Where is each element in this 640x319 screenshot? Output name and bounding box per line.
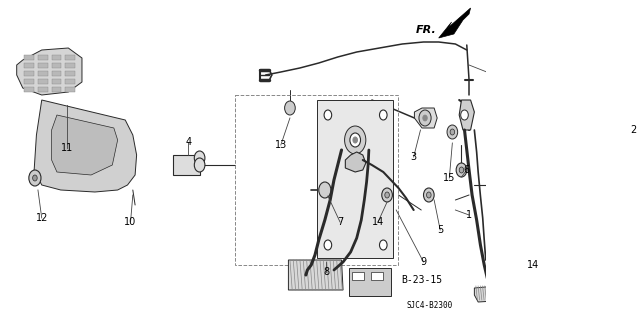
Circle shape	[29, 170, 41, 186]
Polygon shape	[474, 285, 510, 302]
Text: 14: 14	[372, 217, 384, 227]
Bar	[24, 55, 34, 60]
Text: 13: 13	[275, 140, 287, 150]
Circle shape	[426, 192, 431, 198]
Text: B-23-15: B-23-15	[401, 275, 442, 285]
Text: 3: 3	[411, 152, 417, 162]
Bar	[52, 55, 61, 60]
Bar	[173, 155, 200, 175]
Polygon shape	[415, 108, 437, 128]
Text: 9: 9	[420, 257, 427, 267]
Bar	[52, 87, 61, 92]
Bar	[65, 87, 75, 92]
Circle shape	[541, 182, 546, 188]
Text: 5: 5	[437, 225, 444, 235]
Bar	[52, 71, 61, 76]
Bar	[24, 87, 34, 92]
Bar	[52, 79, 61, 84]
Text: 4: 4	[185, 137, 191, 147]
Polygon shape	[438, 8, 470, 38]
Bar	[38, 79, 48, 84]
Text: 11: 11	[61, 143, 73, 153]
Bar	[38, 71, 48, 76]
Circle shape	[538, 177, 550, 193]
Text: 2: 2	[630, 125, 637, 135]
Circle shape	[423, 115, 428, 121]
Bar	[236, 95, 399, 265]
Circle shape	[33, 175, 37, 181]
Polygon shape	[52, 115, 118, 175]
Text: 8: 8	[323, 267, 330, 277]
Circle shape	[450, 129, 454, 135]
Bar	[65, 55, 75, 60]
Text: SJC4-B2300: SJC4-B2300	[406, 300, 452, 309]
Circle shape	[195, 158, 205, 172]
Bar	[65, 63, 75, 68]
Text: 10: 10	[124, 217, 137, 227]
Polygon shape	[459, 100, 474, 130]
Circle shape	[285, 101, 295, 115]
Circle shape	[350, 133, 360, 147]
Bar	[65, 71, 75, 76]
Bar	[52, 63, 61, 68]
Circle shape	[195, 151, 205, 165]
Text: 14: 14	[527, 260, 539, 270]
Circle shape	[461, 110, 468, 120]
Circle shape	[380, 110, 387, 120]
Text: 15: 15	[443, 173, 456, 183]
Polygon shape	[317, 100, 393, 258]
Circle shape	[459, 167, 464, 173]
Text: 7: 7	[337, 217, 343, 227]
Text: 6: 6	[464, 165, 470, 175]
Circle shape	[344, 126, 366, 154]
Circle shape	[424, 188, 434, 202]
Circle shape	[319, 182, 331, 198]
Bar	[65, 79, 75, 84]
Text: FR.: FR.	[415, 25, 436, 35]
Bar	[24, 71, 34, 76]
Bar	[38, 63, 48, 68]
Circle shape	[385, 192, 389, 198]
Bar	[38, 55, 48, 60]
Circle shape	[324, 110, 332, 120]
Polygon shape	[346, 152, 366, 172]
Circle shape	[380, 240, 387, 250]
Circle shape	[526, 238, 536, 252]
Circle shape	[447, 125, 458, 139]
Circle shape	[456, 163, 467, 177]
Bar	[38, 87, 48, 92]
Text: 1: 1	[466, 210, 472, 220]
Bar	[349, 268, 391, 296]
Circle shape	[353, 137, 358, 143]
Circle shape	[382, 188, 392, 202]
Polygon shape	[289, 260, 343, 290]
Bar	[24, 79, 34, 84]
Text: 12: 12	[36, 213, 48, 223]
Bar	[24, 63, 34, 68]
Bar	[371, 272, 383, 280]
Circle shape	[529, 242, 534, 248]
Polygon shape	[17, 48, 82, 95]
Bar	[352, 272, 364, 280]
Circle shape	[324, 240, 332, 250]
Polygon shape	[34, 100, 136, 192]
Circle shape	[419, 110, 431, 126]
